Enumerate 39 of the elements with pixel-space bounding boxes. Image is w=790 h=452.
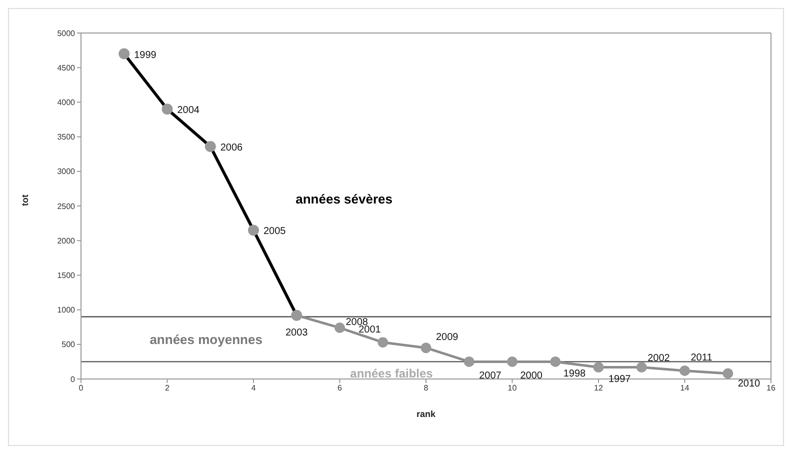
- annotation: 2004: [177, 105, 200, 116]
- x-tick-label: 10: [508, 384, 518, 393]
- annotation: années sévères: [296, 192, 392, 207]
- y-tick-label: 3000: [57, 167, 76, 176]
- y-tick-label: 5000: [57, 28, 76, 38]
- x-tick-label: 16: [766, 384, 776, 393]
- y-axis-title: tot: [20, 194, 30, 206]
- annotation: 2002: [648, 353, 670, 364]
- annotation: 2005: [264, 226, 286, 238]
- x-tick-label: 0: [78, 384, 84, 393]
- annotation: 2011: [690, 352, 713, 364]
- annotation: 2007: [479, 370, 502, 382]
- y-tick-label: 500: [62, 340, 76, 350]
- x-tick-label: 6: [338, 384, 343, 393]
- x-tick-label: 8: [424, 384, 429, 393]
- annotation: années faibles: [350, 366, 434, 381]
- y-tick-label: 0: [70, 374, 76, 384]
- annotation: 2000: [520, 370, 543, 382]
- x-tick-label: 2: [165, 384, 170, 393]
- annotation: 2006: [220, 142, 244, 154]
- annotation: 2009: [436, 332, 459, 343]
- y-tick-label: 2500: [57, 202, 76, 211]
- y-tick-label: 1500: [57, 271, 76, 280]
- x-tick-label: 14: [680, 384, 690, 393]
- annotation: 2001: [358, 324, 382, 336]
- annotation: 2003: [286, 327, 308, 338]
- y-tick-label: 4000: [57, 98, 76, 108]
- annotation: 1998: [563, 368, 586, 380]
- y-tick-label: 2000: [57, 236, 76, 246]
- annotation: 2010: [738, 378, 761, 390]
- y-tick-label: 4500: [57, 63, 76, 72]
- annotation: 1997: [608, 374, 632, 386]
- x-tick-label: 4: [251, 384, 256, 393]
- x-tick-label: 12: [594, 384, 604, 393]
- annotation: 1999: [134, 50, 157, 61]
- y-tick-label: 3500: [57, 132, 76, 142]
- x-axis-title: rank: [416, 409, 436, 419]
- annotation: années moyennes: [150, 332, 262, 348]
- y-tick-label: 1000: [57, 306, 76, 315]
